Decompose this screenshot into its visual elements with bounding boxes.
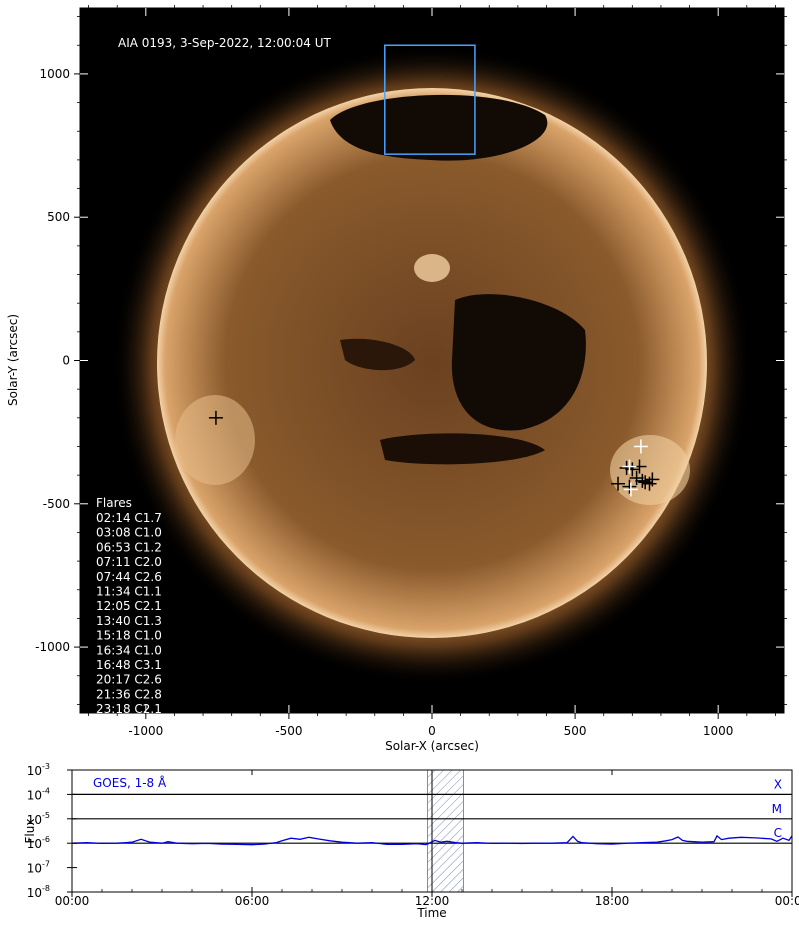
flare-list-item: 23:18 C2.1 [96, 702, 162, 716]
goes-y-tick-label: 10-5 [27, 811, 50, 827]
flare-list-item: 03:08 C1.0 [96, 526, 162, 540]
coronal-hole-center [451, 294, 586, 431]
goes-panel: XMC GOES, 1-8 Å 00:00 06:00 12:00 18:00 00:0… [23, 762, 799, 920]
goes-x-tick-label: 18:00 [595, 894, 630, 908]
solar-disk [157, 88, 707, 638]
flare-list-item: 06:53 C1.2 [96, 540, 162, 554]
flare-list-item: 07:11 C2.0 [96, 555, 162, 569]
class-label: M [772, 802, 782, 816]
flare-list-item: 13:40 C1.3 [96, 614, 162, 628]
goes-title: GOES, 1-8 Å [93, 775, 167, 790]
goes-y-tick-label: 10-3 [27, 762, 50, 778]
x-tick-label: 1000 [703, 724, 734, 738]
goes-x-tick-label: 06:00 [235, 894, 270, 908]
y-tick-label: 0 [62, 354, 70, 368]
class-label: C [774, 826, 782, 840]
flare-marker [611, 476, 626, 491]
flare-marker [629, 471, 644, 485]
goes-x-tick-label: 00:00 [55, 894, 90, 908]
goes-y-tick-label: 10-7 [27, 860, 50, 876]
flare-list-item: 11:34 C1.1 [96, 585, 162, 599]
active-region-west [610, 435, 690, 505]
goes-x-axis-label: Time [416, 906, 446, 920]
flare-list: 02:14 C1.703:08 C1.006:53 C1.207:11 C2.0… [96, 511, 162, 716]
flare-list-item: 02:14 C1.7 [96, 511, 162, 525]
y-axis-label: Solar-Y (arcsec) [6, 314, 20, 406]
flare-list-item: 20:17 C2.6 [96, 673, 162, 687]
goes-y-axis-label: Flux [23, 819, 37, 844]
flare-list-item: 12:05 C2.1 [96, 599, 162, 613]
image-title: AIA 0193, 3-Sep-2022, 12:00:04 UT [118, 36, 332, 50]
flare-marker [622, 479, 637, 494]
x-tick-label: -500 [275, 724, 302, 738]
goes-x-tick-label: 00:00 [775, 894, 799, 908]
coronal-hole-south [380, 433, 545, 465]
class-label: X [774, 777, 782, 791]
flare-marker [619, 460, 634, 475]
flare-list-item: 21:36 C2.8 [96, 687, 162, 701]
x-tick-label: -1000 [128, 724, 163, 738]
y-tick-label: 1000 [39, 67, 70, 81]
flare-marker [633, 439, 648, 454]
goes-x-tick-label: 12:00 [415, 894, 450, 908]
flare-list-item: 16:48 C3.1 [96, 658, 162, 672]
goes-y-tick-label: 10-4 [27, 786, 50, 802]
goes-flux-series [72, 834, 792, 846]
region-box [384, 44, 476, 155]
flare-list-item: 16:34 C1.0 [96, 643, 162, 657]
flare-list-item: 15:18 C1.0 [96, 629, 162, 643]
aia-image-panel: AIA 0193, 3-Sep-2022, 12:00:04 UT Flares… [6, 5, 787, 753]
active-region-east [175, 395, 255, 485]
goes-y-tick-label: 10-6 [27, 835, 50, 851]
time-window-shading [427, 769, 464, 893]
x-tick-label: 500 [564, 724, 587, 738]
coronal-hole-west [340, 338, 415, 371]
x-tick-label: 0 [428, 724, 436, 738]
goes-axes: 00:00 06:00 12:00 18:00 00:00 10-3 10-4 10-5 10-… [27, 762, 799, 908]
flare-marker [625, 462, 640, 477]
y-tick-label: 500 [47, 210, 70, 224]
flare-marker [622, 459, 637, 474]
x-axis-label: Solar-X (arcsec) [385, 739, 479, 753]
active-region-center [414, 254, 450, 282]
flare-marker [635, 473, 650, 488]
image-axes: -1000 -500 0 500 1000 1000 500 0 -500 -1000 [35, 5, 787, 738]
y-tick-label: -500 [43, 497, 70, 511]
flare-list-item: 07:44 C2.6 [96, 570, 162, 584]
flare-marker [642, 476, 657, 491]
flare-marker [208, 410, 223, 425]
goes-y-tick-label: 10-8 [27, 884, 50, 900]
flares-legend-heading: Flares [96, 496, 132, 510]
flare-marker [623, 482, 638, 497]
y-tick-label: -1000 [35, 640, 70, 654]
flare-markers [208, 410, 660, 497]
